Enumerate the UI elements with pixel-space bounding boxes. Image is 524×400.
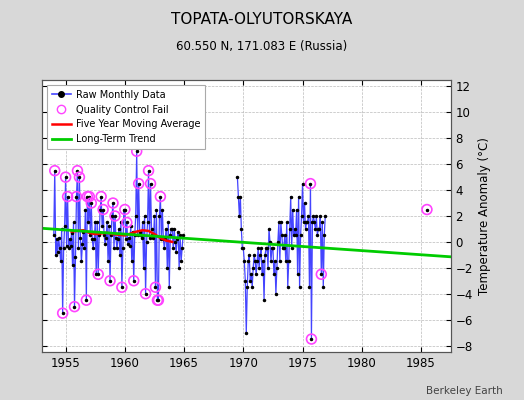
Point xyxy=(156,193,165,200)
Point xyxy=(75,174,84,180)
Point xyxy=(106,278,114,284)
Text: TOPATA-OLYUTORSKAYA: TOPATA-OLYUTORSKAYA xyxy=(171,12,353,27)
Point xyxy=(144,168,152,174)
Point xyxy=(50,168,59,174)
Point xyxy=(82,297,91,303)
Point xyxy=(63,193,72,200)
Text: 60.550 N, 171.083 E (Russia): 60.550 N, 171.083 E (Russia) xyxy=(177,40,347,53)
Legend: Raw Monthly Data, Quality Control Fail, Five Year Moving Average, Long-Term Tren: Raw Monthly Data, Quality Control Fail, … xyxy=(47,85,205,149)
Point xyxy=(133,148,141,154)
Point xyxy=(70,304,79,310)
Point xyxy=(118,284,126,290)
Point xyxy=(87,200,95,206)
Point xyxy=(121,206,129,213)
Point xyxy=(99,206,107,213)
Point xyxy=(135,180,143,187)
Point xyxy=(153,297,161,303)
Point xyxy=(129,278,138,284)
Point xyxy=(72,193,81,200)
Point xyxy=(73,168,82,174)
Point xyxy=(94,271,102,278)
Point xyxy=(85,193,93,200)
Point xyxy=(97,193,105,200)
Text: Berkeley Earth: Berkeley Earth xyxy=(427,386,503,396)
Point xyxy=(306,180,314,187)
Point xyxy=(109,200,117,206)
Point xyxy=(146,180,155,187)
Point xyxy=(141,290,150,297)
Point xyxy=(423,206,431,213)
Point xyxy=(83,193,92,200)
Point xyxy=(111,213,119,219)
Point xyxy=(59,310,67,316)
Point xyxy=(317,271,325,278)
Point xyxy=(154,297,162,303)
Y-axis label: Temperature Anomaly (°C): Temperature Anomaly (°C) xyxy=(478,137,492,295)
Point xyxy=(61,174,70,180)
Point xyxy=(151,284,160,290)
Point xyxy=(123,219,131,226)
Point xyxy=(307,336,315,342)
